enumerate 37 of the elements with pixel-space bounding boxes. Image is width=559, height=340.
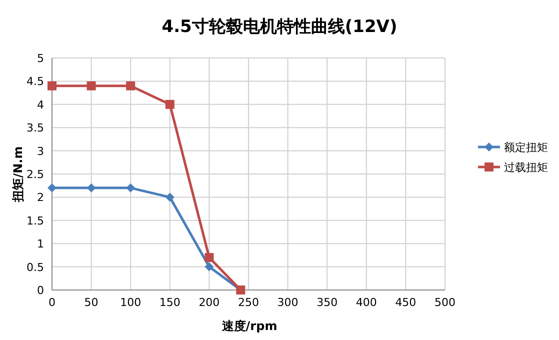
- point: [204, 262, 214, 272]
- x-tick-label: 100: [120, 296, 142, 309]
- y-tick-label: 3.5: [26, 122, 44, 135]
- x-tick-label: 300: [277, 296, 298, 309]
- x-tick-label: 150: [159, 296, 180, 309]
- point: [48, 183, 56, 192]
- y-tick-label: 0.5: [26, 260, 44, 274]
- point: [126, 183, 136, 192]
- point: [204, 253, 214, 262]
- y-tick-label: 3: [37, 144, 44, 158]
- x-tick-label: 0: [48, 296, 56, 309]
- point: [86, 81, 96, 90]
- y-tick-label: 4: [37, 98, 44, 112]
- chart-title: 4.5寸轮毂电机特性曲线(12V): [162, 17, 398, 37]
- x-tick-label: 200: [198, 296, 220, 309]
- y-axis-title: 扭矩/N.m: [11, 146, 25, 203]
- x-axis-title: 速度/rpm: [220, 319, 278, 333]
- x-tick-label: 50: [84, 296, 98, 309]
- y-tick-label: 2: [37, 191, 44, 204]
- y-tick-label: 2.5: [26, 168, 44, 181]
- x-tick-label: 250: [238, 296, 259, 309]
- x-tick-label: 350: [316, 296, 338, 309]
- legend-label: 过载扭矩: [504, 161, 548, 174]
- x-tick-label: 500: [434, 296, 456, 309]
- y-tick-label: 5: [37, 52, 44, 65]
- x-tick-label: 400: [356, 296, 377, 309]
- point: [126, 81, 136, 90]
- y-tick-label: 0: [37, 284, 44, 297]
- y-tick-label: 1: [37, 238, 44, 251]
- y-tick-label: 4.5: [26, 75, 44, 88]
- y-tick-label: 1.5: [26, 214, 44, 228]
- point: [48, 81, 56, 90]
- point: [165, 100, 174, 109]
- legend-label: 额定扭矩: [504, 141, 548, 154]
- point: [165, 192, 174, 202]
- point: [86, 183, 96, 192]
- x-tick-label: 450: [395, 296, 416, 309]
